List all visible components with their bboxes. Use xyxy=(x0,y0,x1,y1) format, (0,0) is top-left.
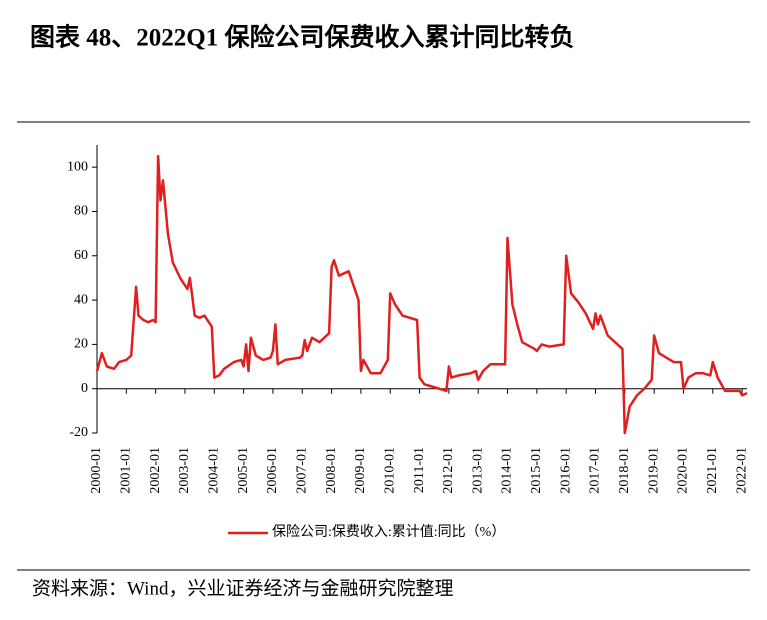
chart-title: 图表 48、2022Q1 保险公司保费收入累计同比转负 xyxy=(30,23,574,52)
x-tick-label: 2014-01 xyxy=(500,447,515,494)
x-tick-label: 2018-01 xyxy=(617,447,632,494)
y-tick-label: 80 xyxy=(74,204,88,219)
x-tick-label: 2010-01 xyxy=(382,447,397,494)
x-tick-label: 2008-01 xyxy=(324,447,339,494)
data-line xyxy=(95,154,748,435)
y-tick-label: 40 xyxy=(74,292,88,307)
legend-label: 保险公司:保费收入:累计值:同比（%） xyxy=(272,524,505,540)
x-tick-label: 2002-01 xyxy=(148,447,163,494)
x-tick-label: 2022-01 xyxy=(734,447,749,494)
x-tick-label: 2012-01 xyxy=(441,447,456,494)
source: 资料来源：Wind，兴业证券经济与金融研究院整理 xyxy=(32,577,453,599)
x-tick-label: 2015-01 xyxy=(529,447,544,494)
x-tick-label: 2021-01 xyxy=(705,447,720,494)
x-tick-label: 2005-01 xyxy=(236,447,251,494)
x-tick-label: 2019-01 xyxy=(646,447,661,494)
x-tick-label: 2009-01 xyxy=(353,447,368,494)
x-tick-label: 2006-01 xyxy=(265,447,280,494)
y-tick-label: 60 xyxy=(74,248,88,263)
y-tick-label: 0 xyxy=(81,381,88,396)
x-tick-label: 2004-01 xyxy=(207,447,222,494)
x-tick-label: 2007-01 xyxy=(294,447,309,494)
x-tick-label: 2020-01 xyxy=(676,447,691,494)
y-tick-label: -20 xyxy=(69,425,88,440)
x-tick-label: 2016-01 xyxy=(558,447,573,494)
y-tick-label: 20 xyxy=(74,337,88,352)
x-tick-label: 2003-01 xyxy=(177,447,192,494)
x-tick-label: 2011-01 xyxy=(412,447,427,493)
x-tick-label: 2017-01 xyxy=(588,447,603,494)
x-tick-label: 2000-01 xyxy=(89,447,104,494)
x-tick-label: 2001-01 xyxy=(119,447,134,494)
y-tick-label: 100 xyxy=(67,159,88,174)
x-tick-label: 2013-01 xyxy=(470,447,485,494)
